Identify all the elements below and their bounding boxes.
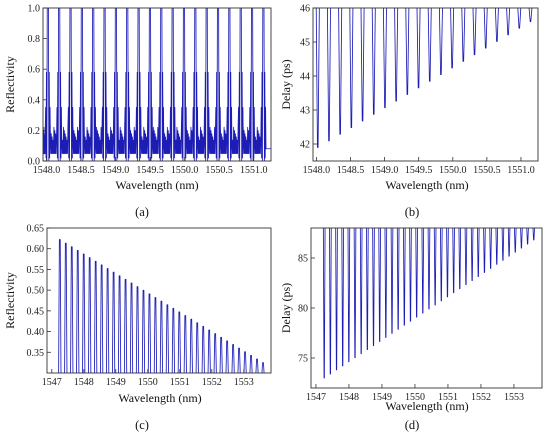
- panel-a-ylabel: Reflectivity: [3, 56, 17, 113]
- panel-c-ytick-label: 0.40: [27, 327, 45, 338]
- panel-b-xtick-label: 1549.0: [371, 165, 399, 176]
- panel-b-xlabel: Wavelength (nm): [385, 178, 468, 192]
- panel-d-ylabel: Delay (ps): [279, 283, 293, 333]
- panel-a-xtick-label: 1549.5: [136, 165, 164, 176]
- panel-a-frame: [42, 7, 272, 162]
- panel-a-ytick-label: 0.2: [28, 126, 41, 137]
- panel-b-ylabel: Delay (ps): [279, 59, 293, 109]
- panel-d: 1547 1548 1549 1550 1551 1552 1553 75 80 85 Wavel…: [279, 227, 543, 432]
- panel-d-xtick-label: 1549: [372, 392, 392, 403]
- panel-c-ylabel: Reflectivity: [3, 272, 17, 329]
- panel-a-ytick-label: 0.0: [28, 157, 41, 168]
- panel-c-ticks: 1547 1548 1549 1550 1551 1552 1553 0.35 0.40 0.45…: [27, 224, 254, 389]
- panel-a-ytick-label: 0.6: [28, 65, 41, 76]
- panel-b-ticks: 1548.0 1548.5 1549.0 1549.5 1550.0 1550.5 1551…: [300, 4, 535, 177]
- panel-a-ytick-label: 1.0: [28, 4, 41, 15]
- panel-b-xtick-label: 1548.0: [303, 165, 331, 176]
- panel-c-series-line: [47, 239, 265, 373]
- panel-c-traces: [47, 239, 265, 373]
- panel-b-xtick-label: 1550.0: [439, 165, 467, 176]
- panel-c-label: (c): [135, 418, 149, 432]
- panel-c-xtick-label: 1547: [42, 377, 62, 388]
- panel-c-xtick-label: 1548: [74, 377, 94, 388]
- panel-c-ytick-label: 0.65: [27, 224, 45, 235]
- panel-c-ytick-label: 0.45: [27, 306, 45, 317]
- panel-a-xlabel: Wavelength (nm): [115, 178, 198, 192]
- panel-c-frame: [46, 227, 272, 374]
- panel-a-xtick-label: 1550.0: [171, 165, 199, 176]
- panel-c: 1547 1548 1549 1550 1551 1552 1553 0.35 0.40 0.45…: [3, 224, 272, 432]
- panel-d-ytick-label: 80: [298, 304, 308, 315]
- panel-a-xtick-label: 1551.0: [240, 165, 268, 176]
- panel-a-xtick-label: 1548.5: [67, 165, 95, 176]
- panel-b-xtick-label: 1548.5: [337, 165, 365, 176]
- panel-a-xtick-label: 1548.0: [33, 165, 61, 176]
- panel-c-ytick-label: 0.50: [27, 286, 45, 297]
- panel-a-ytick-label: 0.4: [28, 95, 41, 106]
- panel-d-xlabel: Wavelength (nm): [385, 399, 468, 413]
- panel-a-xtick-label: 1550.5: [205, 165, 233, 176]
- panel-d-traces: [322, 228, 535, 379]
- panel-a-xtick-label: 1549.0: [102, 165, 130, 176]
- panel-c-xtick-label: 1553: [234, 377, 254, 388]
- panel-c-xtick-label: 1551: [170, 377, 190, 388]
- panel-d-xtick-label: 1548: [339, 392, 359, 403]
- panel-b-xtick-label: 1550.5: [473, 165, 501, 176]
- panel-c-xtick-label: 1549: [106, 377, 126, 388]
- panel-b-ytick-label: 43: [300, 106, 310, 117]
- panel-d-xtick-label: 1552: [471, 392, 491, 403]
- panel-c-ytick-label: 0.55: [27, 265, 45, 276]
- panel-a-series-line: [43, 8, 271, 161]
- panel-b-xtick-label: 1549.5: [405, 165, 433, 176]
- panel-d-ytick-label: 85: [298, 254, 308, 265]
- panel-b-label: (b): [405, 205, 420, 219]
- panel-a-ticks: 1548.0 1548.5 1549.0 1549.5 1550.0 1550.5 1551…: [28, 4, 268, 177]
- panel-b-traces: [315, 8, 533, 148]
- panel-d-xtick-label: 1553: [504, 392, 524, 403]
- panel-d-series-line: [322, 228, 535, 379]
- panel-d-ticks: 1547 1548 1549 1550 1551 1552 1553 75 80 85: [298, 254, 524, 404]
- panel-b-frame: [312, 7, 539, 162]
- panel-a-traces: [43, 8, 271, 161]
- panel-d-xtick-label: 1550: [405, 392, 425, 403]
- panel-b-ytick-label: 46: [300, 4, 310, 15]
- panel-d-xtick-label: 1551: [438, 392, 458, 403]
- panel-b: 1548.0 1548.5 1549.0 1549.5 1550.0 1550.5 1551…: [279, 4, 539, 219]
- panel-c-xtick-label: 1552: [202, 377, 222, 388]
- panel-a-ytick-label: 0.8: [28, 34, 41, 45]
- panel-c-ytick-label: 0.35: [27, 348, 45, 359]
- panel-d-frame: [310, 227, 543, 389]
- panel-c-xlabel: Wavelength (nm): [118, 391, 201, 405]
- panel-d-xtick-label: 1547: [306, 392, 326, 403]
- panel-c-ytick-label: 0.60: [27, 244, 45, 255]
- panel-b-ytick-label: 44: [300, 72, 310, 83]
- panel-b-ytick-label: 42: [300, 140, 310, 151]
- panel-b-xtick-label: 1551.0: [507, 165, 535, 176]
- panel-b-ytick-label: 45: [300, 38, 310, 49]
- panel-a-label: (a): [135, 205, 149, 219]
- panel-a: 1548.0 1548.5 1549.0 1549.5 1550.0 1550.5 1551…: [3, 4, 272, 219]
- panel-d-label: (d): [405, 418, 420, 432]
- panel-b-series-line: [315, 8, 533, 148]
- panel-c-xtick-label: 1550: [138, 377, 158, 388]
- panel-d-ytick-label: 75: [298, 354, 308, 365]
